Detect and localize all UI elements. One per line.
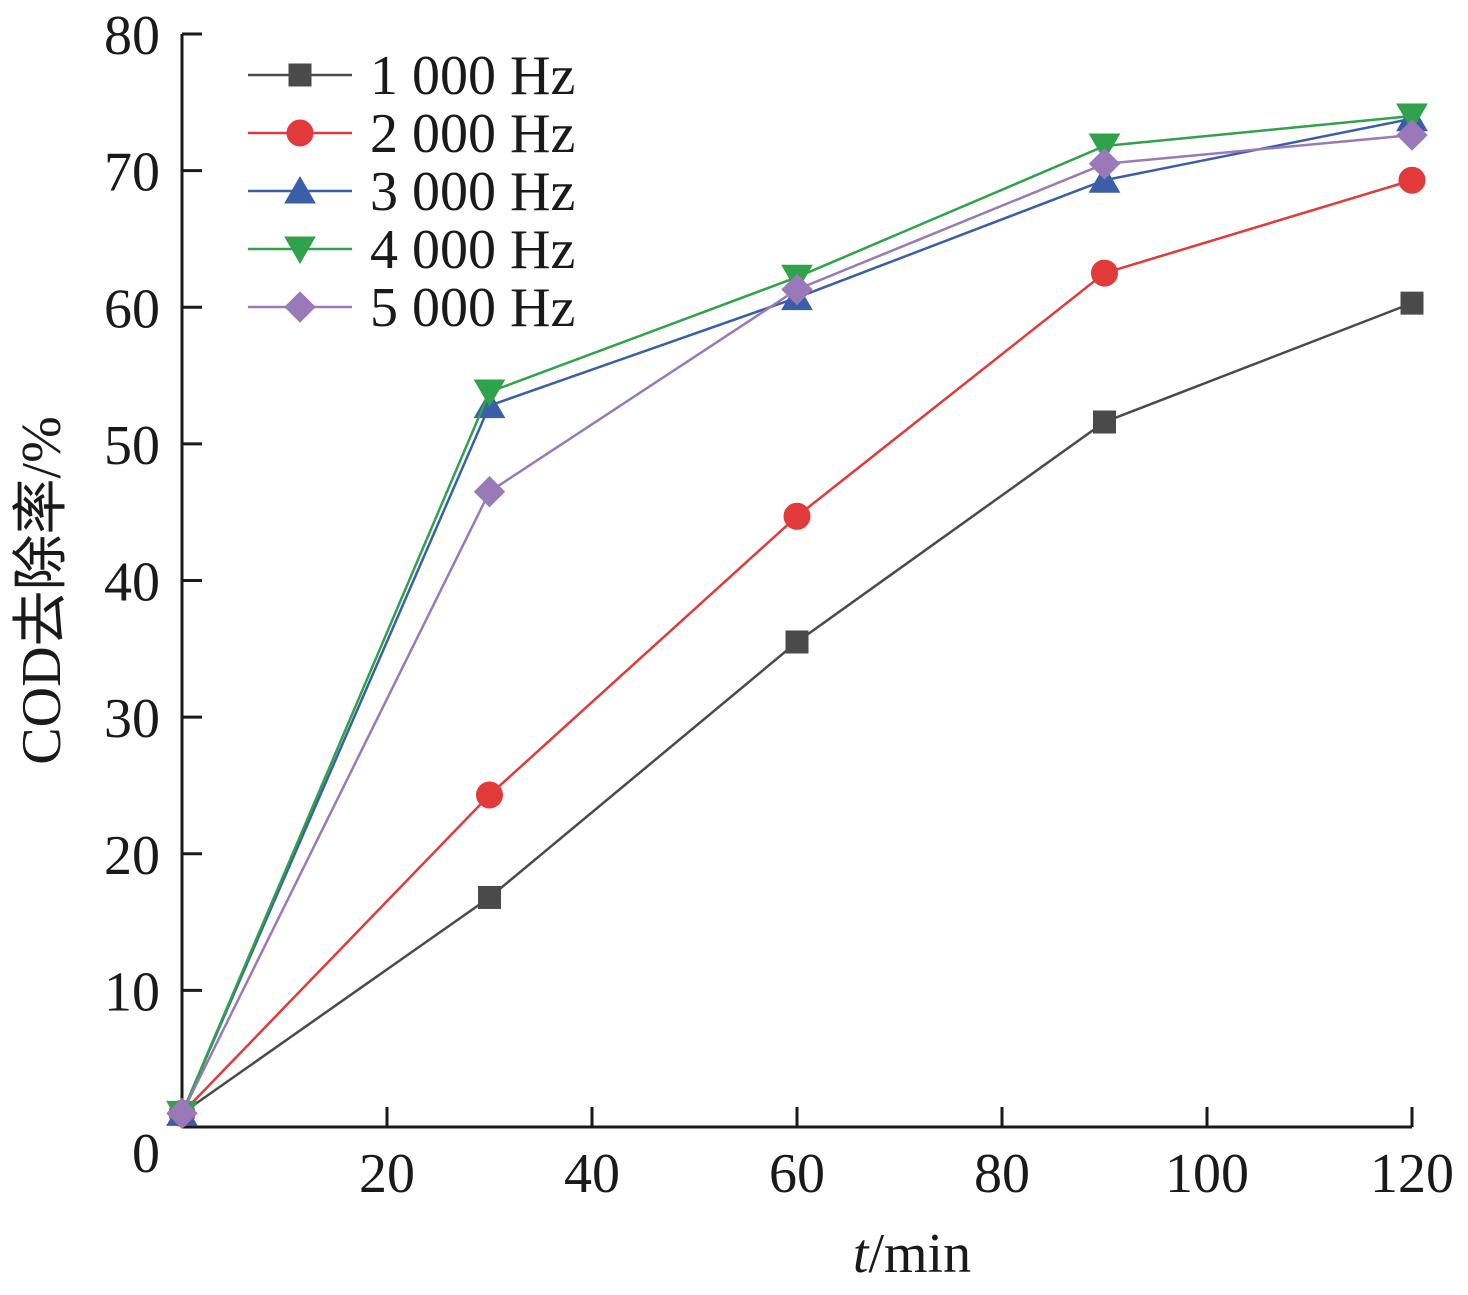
y-tick-label: 10: [104, 961, 160, 1023]
legend-marker: [288, 63, 312, 87]
x-tick-label: 80: [974, 1143, 1030, 1205]
x-axis-title-italic: t: [853, 1223, 870, 1285]
y-tick-label: 80: [104, 5, 160, 67]
y-tick-label: 30: [104, 688, 160, 750]
y-axis-title: COD去除率/%: [11, 416, 73, 764]
data-point: [476, 781, 503, 809]
y-tick-label: 60: [104, 278, 160, 340]
legend-marker: [284, 175, 316, 204]
data-point: [478, 885, 501, 909]
data-point: [166, 1097, 198, 1130]
legend: 1 000 Hz2 000 Hz3 000 Hz4 000 Hz5 000 Hz: [248, 45, 575, 339]
y-tick-label: 0: [132, 1123, 160, 1185]
data-point: [1396, 103, 1428, 131]
legend-marker: [284, 236, 316, 265]
legend-item: 5 000 Hz: [248, 277, 575, 339]
legend-marker: [284, 291, 316, 323]
x-tick-label: 120: [1370, 1143, 1454, 1205]
y-ticks: 0 10 20 30 40 50 60 70 80: [104, 5, 202, 1185]
x-axis-title-rest: /min: [868, 1223, 971, 1285]
legend-item: 3 000 Hz: [248, 161, 575, 223]
legend-label: 5 000 Hz: [370, 277, 575, 339]
series-line: [181, 301, 1413, 1115]
x-tick-label: 20: [359, 1143, 415, 1205]
legend-label: 1 000 Hz: [370, 45, 575, 107]
y-tick-label: 50: [104, 415, 160, 477]
x-axis-title: t/min: [853, 1223, 971, 1285]
data-point: [1400, 291, 1424, 315]
y-tick-label: 20: [104, 825, 160, 887]
legend-item: 2 000 Hz: [248, 103, 575, 165]
legend-item: 1 000 Hz: [248, 45, 575, 107]
y-tick-label: 40: [104, 552, 160, 614]
legend-item: 4 000 Hz: [248, 219, 575, 281]
legend-marker: [286, 119, 314, 147]
data-point: [785, 630, 809, 654]
data-point: [1396, 119, 1428, 151]
data-point: [1088, 133, 1121, 162]
series-5: [166, 119, 1428, 1130]
data-point: [1093, 410, 1116, 434]
series-3: [166, 103, 1428, 1126]
legend-label: 4 000 Hz: [370, 219, 575, 281]
legend-label: 2 000 Hz: [370, 103, 575, 165]
data-point: [1398, 166, 1426, 194]
legend-label: 3 000 Hz: [370, 161, 575, 223]
data-point: [781, 273, 813, 306]
x-tick-label: 60: [769, 1143, 825, 1205]
x-tick-label: 100: [1165, 1143, 1249, 1205]
y-tick-label: 70: [104, 142, 160, 204]
axes: [180, 34, 1412, 1129]
x-ticks: 20 40 60 80 100 120: [359, 1107, 1454, 1205]
x-tick-label: 40: [564, 1143, 620, 1205]
series-4: [166, 103, 1428, 1129]
data-point: [473, 475, 506, 508]
data-point: [1091, 259, 1118, 287]
data-point: [473, 379, 506, 407]
series-layer: [166, 103, 1428, 1130]
data-point: [783, 502, 811, 530]
data-point: [1088, 148, 1121, 180]
